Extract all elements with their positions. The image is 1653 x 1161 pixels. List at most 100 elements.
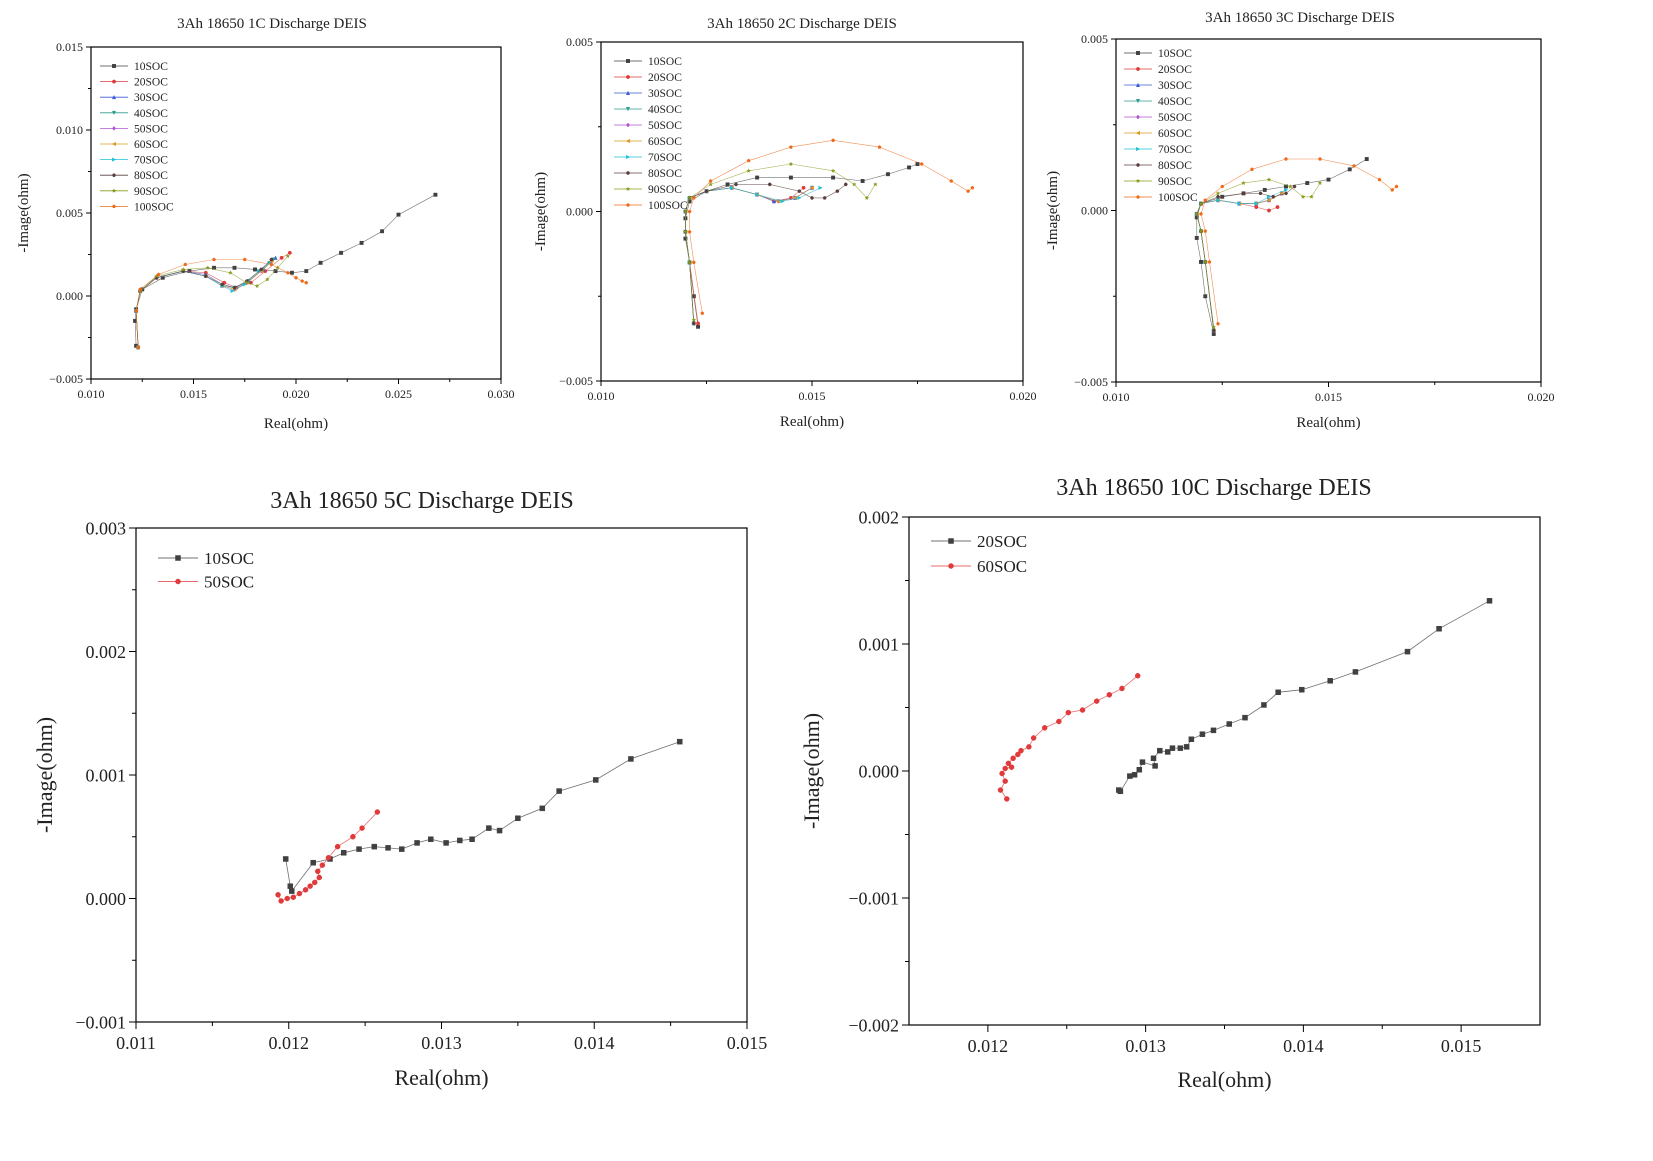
data-point-50SOC bbox=[316, 874, 323, 881]
y-tick-label: 0.005 bbox=[566, 35, 593, 49]
data-point-90SOC bbox=[691, 317, 697, 323]
data-point-90SOC bbox=[1240, 180, 1247, 186]
data-point-10SOC bbox=[691, 294, 696, 299]
legend-label: 50SOC bbox=[204, 572, 254, 591]
legend-label: 70SOC bbox=[648, 152, 682, 164]
x-axis-label: Real(ohm) bbox=[1296, 415, 1360, 431]
data-point-90SOC bbox=[851, 181, 857, 187]
data-point-10SOC bbox=[457, 837, 463, 844]
x-tick-label: 0.020 bbox=[1010, 389, 1037, 403]
legend-marker-10SOC bbox=[175, 555, 181, 561]
legend-marker-90SOC bbox=[111, 188, 117, 193]
data-point-10SOC bbox=[187, 269, 192, 274]
data-point-10SOC bbox=[515, 815, 521, 821]
data-point-70SOC bbox=[1284, 187, 1289, 193]
data-point-100SOC bbox=[138, 287, 143, 291]
data-point-10SOC bbox=[469, 836, 475, 842]
data-point-90SOC bbox=[1308, 194, 1315, 199]
legend-label: 40SOC bbox=[134, 108, 168, 120]
legend-marker-100SOC bbox=[1136, 194, 1140, 199]
data-point-10SOC bbox=[886, 172, 890, 177]
x-axis-label: Real(ohm) bbox=[1177, 1067, 1271, 1092]
data-point-100SOC bbox=[919, 161, 924, 166]
data-point-20SOC bbox=[1150, 755, 1157, 762]
data-point-70SOC bbox=[242, 282, 248, 287]
data-point-20SOC bbox=[1275, 205, 1280, 210]
data-point-10SOC bbox=[304, 269, 309, 274]
data-point-100SOC bbox=[687, 229, 692, 234]
chart-title: 3Ah 18650 5C Discharge DEIS bbox=[270, 488, 574, 514]
x-tick-label: 0.020 bbox=[1528, 390, 1555, 404]
x-tick-label: 0.012 bbox=[968, 1036, 1009, 1056]
data-point-10SOC bbox=[273, 269, 278, 274]
legend-label: 30SOC bbox=[1158, 80, 1192, 92]
data-point-20SOC bbox=[1127, 773, 1133, 779]
legend-marker-10SOC bbox=[112, 64, 116, 68]
data-point-90SOC bbox=[180, 266, 186, 272]
y-tick-label: −0.005 bbox=[1074, 375, 1108, 389]
data-point-50SOC bbox=[302, 887, 309, 893]
data-point-10SOC bbox=[340, 850, 347, 856]
data-point-10SOC bbox=[1262, 187, 1267, 192]
data-point-20SOC bbox=[1404, 648, 1411, 655]
x-tick-label: 0.014 bbox=[574, 1033, 615, 1053]
legend-label: 90SOC bbox=[648, 184, 682, 196]
legend-label: 20SOC bbox=[1158, 64, 1192, 76]
series-line-90SOC bbox=[1196, 179, 1321, 328]
x-axis-label: Real(ohm) bbox=[780, 414, 844, 430]
data-point-100SOC bbox=[831, 138, 835, 142]
data-point-60SOC bbox=[1079, 707, 1086, 713]
x-tick-label: 0.014 bbox=[1283, 1036, 1324, 1056]
legend-marker-80SOC bbox=[626, 171, 630, 175]
data-point-50SOC bbox=[315, 868, 321, 875]
data-point-100SOC bbox=[1199, 211, 1203, 216]
data-point-100SOC bbox=[300, 279, 305, 283]
legend-marker-70SOC bbox=[626, 154, 631, 160]
data-point-100SOC bbox=[746, 158, 751, 163]
data-point-60SOC bbox=[1065, 709, 1072, 716]
data-point-60SOC bbox=[1056, 718, 1062, 725]
legend-label: 30SOC bbox=[648, 88, 682, 100]
legend-marker-30SOC bbox=[625, 90, 631, 95]
legend-label: 50SOC bbox=[648, 120, 682, 132]
data-point-100SOC bbox=[789, 145, 793, 149]
data-point-100SOC bbox=[1352, 163, 1356, 168]
data-point-100SOC bbox=[285, 270, 290, 275]
data-point-80SOC bbox=[843, 182, 848, 187]
data-point-20SOC bbox=[279, 255, 284, 260]
data-point-20SOC bbox=[1177, 745, 1184, 751]
data-point-20SOC bbox=[1157, 747, 1163, 754]
data-point-80SOC bbox=[734, 182, 738, 187]
data-point-20SOC bbox=[287, 250, 292, 255]
data-point-10SOC bbox=[628, 756, 634, 762]
y-tick-label: 0.000 bbox=[56, 289, 83, 303]
data-point-60SOC bbox=[1119, 685, 1125, 692]
y-tick-label: 0.005 bbox=[56, 206, 83, 220]
data-point-10SOC bbox=[1194, 235, 1199, 240]
data-point-100SOC bbox=[691, 260, 696, 264]
data-point-10SOC bbox=[399, 846, 405, 852]
data-point-70SOC bbox=[818, 185, 823, 190]
data-point-10SOC bbox=[282, 856, 289, 862]
data-point-10SOC bbox=[133, 318, 138, 323]
data-point-90SOC bbox=[682, 229, 688, 235]
legend-marker-40SOC bbox=[625, 107, 631, 112]
chart-panel-2: 3Ah 18650 2C Discharge DEIS 0.010 0.015 0.0… bbox=[533, 16, 1037, 430]
y-tick-label: 0.003 bbox=[86, 518, 127, 538]
data-point-80SOC bbox=[767, 182, 772, 187]
legend-marker-20SOC bbox=[626, 75, 630, 79]
data-point-60SOC bbox=[1093, 698, 1100, 704]
data-point-90SOC bbox=[830, 168, 836, 173]
plot-area bbox=[1194, 156, 1399, 336]
y-tick-label: 0.005 bbox=[1081, 32, 1108, 46]
data-point-10SOC bbox=[677, 738, 683, 745]
data-point-60SOC bbox=[1015, 751, 1021, 758]
data-point-90SOC bbox=[1287, 183, 1293, 189]
data-point-20SOC bbox=[1164, 749, 1171, 755]
data-point-50SOC bbox=[319, 862, 326, 868]
data-point-50SOC bbox=[275, 892, 281, 898]
chart-title: 3Ah 18650 3C Discharge DEIS bbox=[1205, 10, 1395, 26]
data-point-10SOC bbox=[433, 192, 438, 197]
x-tick-label: 0.011 bbox=[116, 1033, 156, 1053]
data-point-90SOC bbox=[687, 195, 693, 201]
